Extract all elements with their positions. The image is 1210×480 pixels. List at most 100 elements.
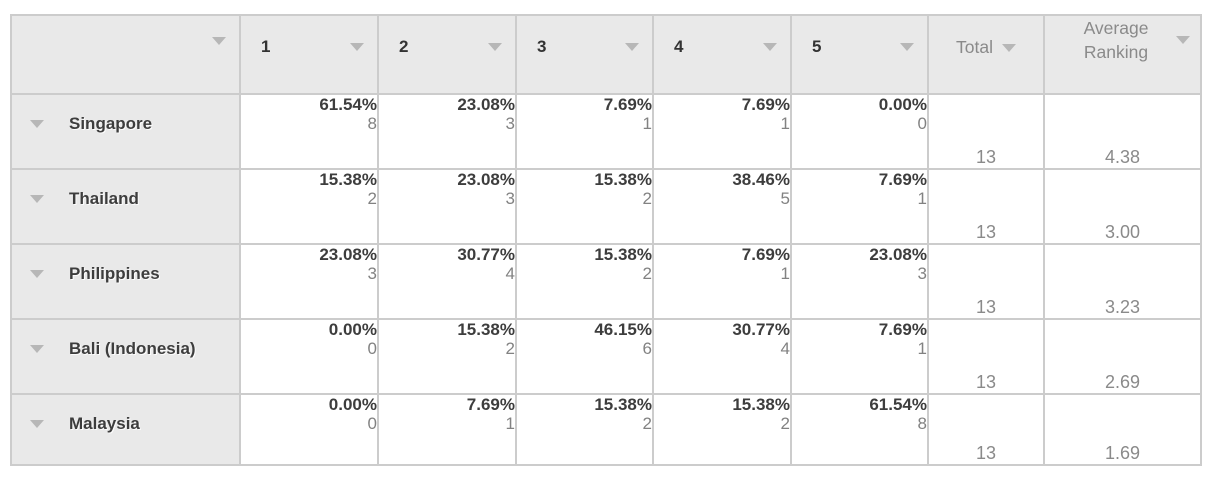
header-row: 1 2 3 4 5 Total Average Ranking — [10, 14, 1202, 95]
cell-percent: 7.69% — [878, 170, 927, 189]
cell-bali-rank5: 7.69% 1 — [790, 318, 929, 395]
table-row-singapore: Singapore 61.54% 8 23.08% 3 7.69% 1 7.69% 1 … — [10, 93, 1202, 170]
cell-percent: 15.38% — [594, 170, 652, 189]
rank-5-label: 5 — [812, 37, 822, 56]
rank-1-dropdown-icon[interactable] — [350, 43, 364, 51]
row-label: Philippines — [69, 264, 160, 283]
table-row-malaysia: Malaysia 0.00% 0 7.69% 1 15.38% 2 15.38% 2 6… — [10, 393, 1202, 466]
average-ranking-label: Average Ranking — [1083, 18, 1149, 62]
row-dropdown-icon[interactable] — [30, 270, 44, 278]
cell-count: 0 — [367, 414, 377, 433]
cell-count: 6 — [642, 339, 652, 358]
cell-count: 2 — [642, 414, 652, 433]
cell-thailand-rank2: 23.08% 3 — [377, 168, 517, 245]
cell-singapore-rank3: 7.69% 1 — [515, 93, 654, 170]
cell-malaysia-average: 1.69 — [1043, 393, 1202, 466]
rank-4-dropdown-icon[interactable] — [763, 43, 777, 51]
ranking-results-table: 1 2 3 4 5 Total Average Ranking Singapor… — [10, 14, 1202, 466]
cell-count: 8 — [917, 414, 927, 433]
cell-malaysia-rank4: 15.38% 2 — [652, 393, 792, 466]
column-header-rank-4: 4 — [652, 14, 792, 95]
rank-1-label: 1 — [261, 37, 271, 56]
cell-count: 0 — [367, 339, 377, 358]
column-header-average-ranking: Average Ranking — [1043, 14, 1202, 95]
cell-percent: 7.69% — [741, 245, 790, 264]
table-row-thailand: Thailand 15.38% 2 23.08% 3 15.38% 2 38.46% 5… — [10, 168, 1202, 245]
total-label: Total — [956, 37, 993, 57]
cell-percent: 23.08% — [869, 245, 927, 264]
cell-count: 1 — [780, 264, 790, 283]
cell-malaysia-rank1: 0.00% 0 — [239, 393, 379, 466]
cell-singapore-rank4: 7.69% 1 — [652, 93, 792, 170]
cell-bali-total: 13 — [927, 318, 1045, 395]
cell-count: 3 — [367, 264, 377, 283]
cell-bali-rank1: 0.00% 0 — [239, 318, 379, 395]
row-dropdown-icon[interactable] — [30, 345, 44, 353]
row-header-philippines: Philippines — [10, 243, 241, 320]
cell-count: 2 — [367, 189, 377, 208]
table-row-philippines: Philippines 23.08% 3 30.77% 4 15.38% 2 7.69… — [10, 243, 1202, 320]
cell-percent: 7.69% — [878, 320, 927, 339]
cell-count: 2 — [780, 414, 790, 433]
choices-column-dropdown-icon[interactable] — [212, 37, 226, 45]
cell-count: 1 — [917, 189, 927, 208]
cell-thailand-rank1: 15.38% 2 — [239, 168, 379, 245]
cell-percent: 61.54% — [869, 395, 927, 414]
cell-percent: 38.46% — [732, 170, 790, 189]
column-header-rank-2: 2 — [377, 14, 517, 95]
cell-percent: 0.00% — [328, 320, 377, 339]
table-row-bali-indonesia: Bali (Indonesia) 0.00% 0 15.38% 2 46.15% 6 … — [10, 318, 1202, 395]
cell-philippines-rank2: 30.77% 4 — [377, 243, 517, 320]
total-dropdown-icon[interactable] — [1001, 43, 1016, 52]
cell-percent: 61.54% — [319, 95, 377, 114]
cell-percent: 7.69% — [741, 95, 790, 114]
cell-thailand-rank3: 15.38% 2 — [515, 168, 654, 245]
rank-2-dropdown-icon[interactable] — [488, 43, 502, 51]
cell-singapore-average: 4.38 — [1043, 93, 1202, 170]
cell-count: 2 — [642, 264, 652, 283]
cell-malaysia-rank2: 7.69% 1 — [377, 393, 517, 466]
cell-count: 5 — [780, 189, 790, 208]
rank-4-label: 4 — [674, 37, 684, 56]
cell-count: 2 — [642, 189, 652, 208]
average-ranking-dropdown-icon[interactable] — [1176, 36, 1190, 44]
cell-thailand-total: 13 — [927, 168, 1045, 245]
cell-count: 1 — [780, 114, 790, 133]
column-header-total: Total — [927, 14, 1045, 95]
cell-philippines-total: 13 — [927, 243, 1045, 320]
cell-singapore-total: 13 — [927, 93, 1045, 170]
column-header-rank-5: 5 — [790, 14, 929, 95]
cell-count: 8 — [367, 114, 377, 133]
column-header-choices — [10, 14, 241, 95]
cell-percent: 30.77% — [457, 245, 515, 264]
cell-malaysia-total: 13 — [927, 393, 1045, 466]
cell-singapore-rank2: 23.08% 3 — [377, 93, 517, 170]
cell-philippines-rank5: 23.08% 3 — [790, 243, 929, 320]
cell-philippines-rank1: 23.08% 3 — [239, 243, 379, 320]
cell-thailand-rank4: 38.46% 5 — [652, 168, 792, 245]
row-dropdown-icon[interactable] — [30, 420, 44, 428]
rank-3-label: 3 — [537, 37, 547, 56]
cell-thailand-rank5: 7.69% 1 — [790, 168, 929, 245]
cell-percent: 23.08% — [319, 245, 377, 264]
page: 1 2 3 4 5 Total Average Ranking Singapor… — [10, 14, 1202, 466]
row-header-malaysia: Malaysia — [10, 393, 241, 466]
rank-3-dropdown-icon[interactable] — [625, 43, 639, 51]
cell-count: 3 — [917, 264, 927, 283]
row-label: Thailand — [69, 189, 139, 208]
cell-percent: 15.38% — [594, 245, 652, 264]
cell-percent: 7.69% — [466, 395, 515, 414]
cell-singapore-rank1: 61.54% 8 — [239, 93, 379, 170]
row-dropdown-icon[interactable] — [30, 195, 44, 203]
cell-percent: 23.08% — [457, 170, 515, 189]
row-dropdown-icon[interactable] — [30, 120, 44, 128]
cell-percent: 15.38% — [319, 170, 377, 189]
column-header-rank-3: 3 — [515, 14, 654, 95]
cell-count: 1 — [505, 414, 515, 433]
cell-count: 4 — [780, 339, 790, 358]
cell-count: 0 — [917, 114, 927, 133]
column-header-rank-1: 1 — [239, 14, 379, 95]
cell-bali-rank4: 30.77% 4 — [652, 318, 792, 395]
rank-5-dropdown-icon[interactable] — [900, 43, 914, 51]
cell-count: 1 — [642, 114, 652, 133]
